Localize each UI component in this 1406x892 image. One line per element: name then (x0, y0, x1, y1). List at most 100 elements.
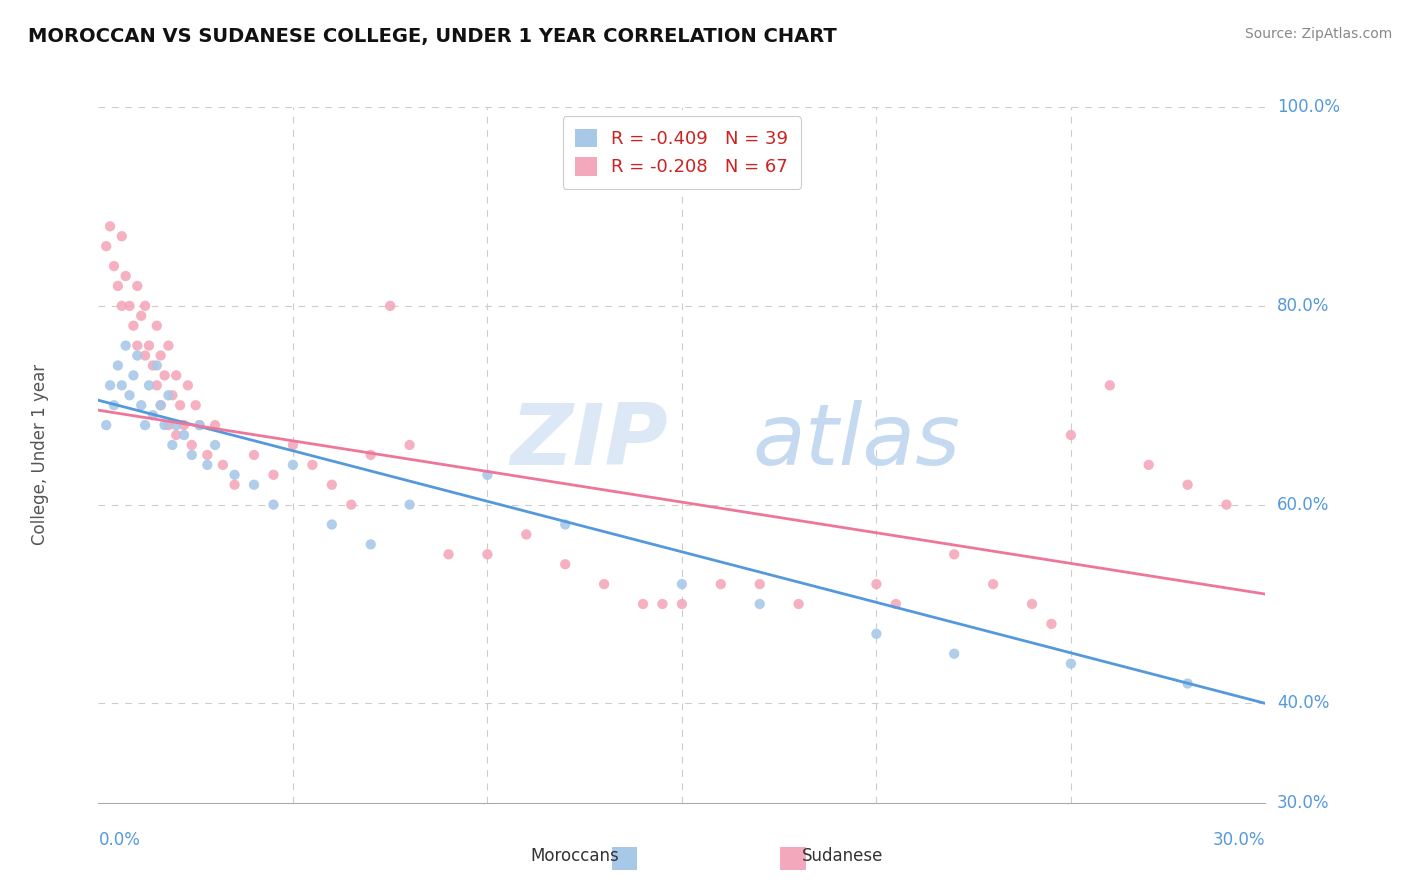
Legend: R = -0.409   N = 39, R = -0.208   N = 67: R = -0.409 N = 39, R = -0.208 N = 67 (562, 116, 801, 189)
Point (118, 299, 141, 313)
Point (122, 368, 145, 383)
Point (360, 537, 382, 551)
Text: ZIP: ZIP (510, 400, 668, 483)
Point (96, 239, 118, 253)
Point (1060, 428, 1083, 442)
Point (1215, 498, 1237, 512)
Point (184, 398, 207, 412)
Point (554, 558, 576, 572)
Point (943, 647, 966, 661)
Text: 40.0%: 40.0% (1277, 694, 1330, 713)
Point (146, 318, 169, 333)
Point (301, 458, 323, 472)
Point (134, 299, 156, 313)
Point (188, 418, 211, 433)
Point (1060, 657, 1083, 671)
Point (96, 418, 118, 433)
Point (398, 498, 420, 512)
Text: 0.0%: 0.0% (98, 830, 141, 848)
Point (243, 477, 266, 491)
Point (748, 597, 770, 611)
Point (157, 388, 180, 402)
Point (118, 388, 141, 402)
Point (173, 428, 195, 442)
Text: 100.0%: 100.0% (1277, 98, 1340, 116)
Point (671, 577, 693, 591)
Point (142, 408, 165, 422)
Text: 80.0%: 80.0% (1277, 297, 1330, 315)
Point (149, 349, 172, 363)
Point (134, 418, 156, 433)
Point (748, 577, 770, 591)
Text: 30.0%: 30.0% (1213, 830, 1265, 848)
Point (153, 368, 176, 383)
Point (224, 467, 246, 482)
Point (865, 577, 887, 591)
Text: atlas: atlas (754, 400, 960, 483)
Point (127, 279, 149, 293)
Point (127, 349, 149, 363)
Point (157, 338, 180, 352)
Point (107, 359, 129, 373)
Point (787, 597, 810, 611)
Point (262, 467, 284, 482)
Point (114, 268, 136, 283)
Point (153, 418, 176, 433)
Point (149, 398, 172, 412)
Point (321, 477, 343, 491)
Point (281, 458, 304, 472)
Point (111, 299, 134, 313)
Point (1021, 597, 1043, 611)
Text: MOROCCAN VS SUDANESE COLLEGE, UNDER 1 YEAR CORRELATION CHART: MOROCCAN VS SUDANESE COLLEGE, UNDER 1 YE… (28, 27, 837, 45)
Point (224, 477, 246, 491)
Point (162, 388, 184, 402)
Point (1098, 378, 1121, 392)
Point (1177, 676, 1199, 690)
Point (204, 438, 226, 452)
Point (212, 458, 235, 472)
Point (165, 418, 187, 433)
Point (111, 378, 134, 392)
Point (340, 498, 363, 512)
Point (103, 259, 125, 273)
Point (360, 448, 382, 462)
Point (204, 418, 226, 433)
Point (177, 378, 200, 392)
Point (149, 398, 172, 412)
Text: College, Under 1 year: College, Under 1 year (31, 364, 49, 546)
Point (515, 527, 537, 541)
Text: 60.0%: 60.0% (1277, 496, 1330, 514)
Point (188, 418, 211, 433)
Point (262, 498, 284, 512)
Point (162, 438, 184, 452)
Point (195, 448, 218, 462)
Point (943, 547, 966, 561)
Point (122, 318, 145, 333)
Text: Source: ZipAtlas.com: Source: ZipAtlas.com (1244, 27, 1392, 41)
Point (138, 378, 160, 392)
Point (281, 438, 304, 452)
Point (1137, 458, 1160, 472)
Point (134, 349, 156, 363)
Point (98, 378, 121, 392)
Point (671, 597, 693, 611)
Point (865, 627, 887, 641)
Point (593, 577, 616, 591)
Point (180, 438, 202, 452)
Point (477, 547, 499, 561)
Point (1177, 477, 1199, 491)
Point (243, 448, 266, 462)
Point (129, 309, 152, 323)
Point (165, 368, 187, 383)
Point (981, 577, 1004, 591)
Point (98, 219, 121, 234)
Point (146, 359, 169, 373)
Point (398, 438, 420, 452)
Point (173, 418, 195, 433)
Point (111, 229, 134, 244)
Text: Moroccans: Moroccans (530, 847, 619, 865)
Point (107, 279, 129, 293)
Point (142, 359, 165, 373)
Point (631, 597, 654, 611)
Point (710, 577, 733, 591)
